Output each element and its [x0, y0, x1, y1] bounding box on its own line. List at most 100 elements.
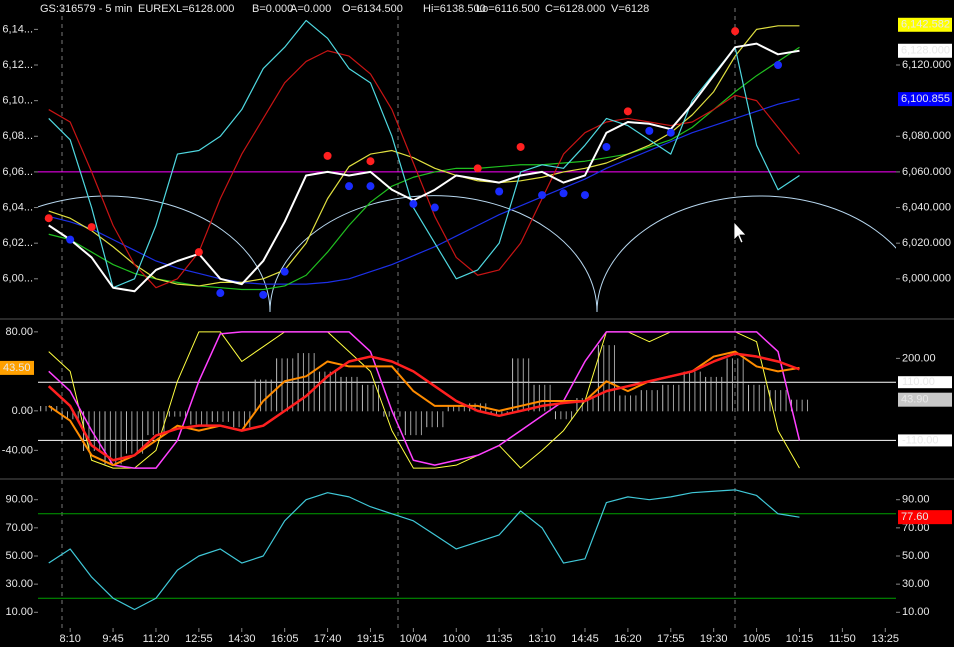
reference-label: -110.00 — [902, 434, 939, 446]
value-tag-label: 43.90 — [901, 394, 929, 406]
y-tick-label: 90.00 — [902, 494, 930, 506]
y-tick-label: 6,06... — [2, 166, 33, 178]
x-tick-label: 19:15 — [357, 633, 385, 645]
signal-dot — [216, 289, 225, 298]
value-tag-label: 6,100.855 — [901, 93, 950, 105]
series-line — [48, 19, 800, 289]
header-field: Lo=6116.500 — [476, 3, 540, 15]
y-tick-label: 6,14... — [2, 23, 33, 35]
y-tick-label: 6,080.000 — [902, 130, 951, 142]
y-tick-label: 10.00 — [902, 606, 930, 618]
x-tick-label: 14:30 — [228, 633, 256, 645]
signal-dot — [409, 199, 418, 208]
y-tick-label: -40.00 — [2, 444, 33, 456]
value-tag-label: 77.60 — [901, 511, 929, 523]
chart-layer: GS:316579 - 5 min EUREX L=6128.000 B=0.000A… — [0, 3, 952, 645]
x-tick-label: 9:45 — [102, 633, 123, 645]
signal-dot — [87, 223, 96, 232]
cycle-arc — [38, 195, 271, 313]
y-tick-label: 10.00 — [5, 606, 33, 618]
series-line — [48, 42, 800, 293]
value-tag — [898, 17, 952, 32]
y-tick-label: 6,08... — [2, 130, 33, 142]
signal-dot — [774, 61, 783, 70]
series-line — [48, 489, 800, 611]
series-line — [47, 352, 800, 462]
signal-dot — [580, 191, 589, 200]
signal-dot — [66, 235, 75, 244]
signal-dot — [666, 128, 675, 137]
y-tick-label: 6,040.000 — [902, 201, 951, 213]
signal-dot — [538, 191, 547, 200]
x-tick-label: 14:45 — [571, 633, 599, 645]
value-tag-label: 43.50 — [3, 362, 31, 374]
value-tag-label: 6,142.582 — [901, 19, 950, 31]
x-tick-label: 16:20 — [614, 633, 642, 645]
y-tick-label: 90.00 — [5, 494, 33, 506]
x-tick-label: 13:10 — [528, 633, 556, 645]
x-tick-label: 11:20 — [143, 633, 170, 645]
x-tick-label: 11:35 — [486, 633, 513, 645]
value-tag — [898, 510, 952, 525]
y-tick-label: 30.00 — [5, 578, 33, 590]
series-line — [48, 350, 800, 467]
value-tag — [898, 392, 952, 407]
x-tick-label: 19:30 — [700, 633, 728, 645]
header-field: EUREX — [138, 3, 177, 15]
signal-dot — [495, 187, 504, 196]
signal-dot — [280, 267, 289, 276]
y-tick-label: 6,12... — [2, 59, 33, 71]
signal-dot — [645, 126, 654, 135]
y-tick-label: 6,02... — [2, 237, 33, 249]
series-line — [48, 98, 800, 285]
y-tick-label: 70.00 — [902, 522, 930, 534]
cycle-arc — [596, 195, 896, 313]
header-field: GS:316579 - 5 min — [40, 3, 132, 15]
x-tick-label: 8:10 — [59, 633, 80, 645]
signal-dot — [259, 290, 268, 299]
signal-dot — [473, 164, 482, 173]
value-tag — [898, 92, 952, 107]
header-field: C=6128.000 — [545, 3, 605, 15]
series-line — [48, 331, 800, 469]
header-field: O=6134.500 — [342, 3, 403, 15]
signal-dot — [194, 248, 203, 257]
header-field: V=6128 — [611, 3, 649, 15]
x-tick-label: 16:05 — [271, 633, 299, 645]
x-tick-label: 10/05 — [743, 633, 771, 645]
x-tick-label: 17:40 — [314, 633, 342, 645]
signal-dot — [323, 151, 332, 160]
signal-dot — [44, 214, 53, 223]
signal-dot — [731, 27, 740, 36]
x-tick-label: 17:55 — [657, 633, 685, 645]
signal-dot — [602, 142, 611, 151]
header-field: L=6128.000 — [176, 3, 234, 15]
mouse-cursor — [733, 220, 747, 244]
series-line — [48, 46, 800, 291]
y-tick-label: 6,020.000 — [902, 237, 951, 249]
signal-dot — [516, 142, 525, 151]
y-tick-label: 6,00... — [2, 273, 33, 285]
value-tag — [898, 43, 952, 58]
signal-dot — [366, 157, 375, 166]
signal-dot — [430, 203, 439, 212]
signal-dot — [366, 182, 375, 191]
signal-dot — [623, 107, 632, 116]
y-tick-label: 0.00 — [12, 405, 33, 417]
reference-label-box — [898, 376, 952, 389]
y-tick-label: 6,120.000 — [902, 59, 951, 71]
y-tick-label: 6,10... — [2, 95, 33, 107]
signal-dot — [345, 182, 354, 191]
header-field: B=0.000 — [252, 3, 293, 15]
y-tick-label: 80.00 — [5, 326, 33, 338]
x-tick-label: 10:15 — [786, 633, 814, 645]
x-tick-label: 10/04 — [400, 633, 428, 645]
x-tick-label: 13:25 — [872, 633, 900, 645]
cycle-arcs — [38, 195, 896, 313]
reference-label-box — [898, 434, 952, 447]
value-tag — [0, 360, 34, 375]
y-tick-label: 6,04... — [2, 201, 33, 213]
header-field: Hi=6138.500 — [423, 3, 486, 15]
y-tick-label: 70.00 — [5, 522, 33, 534]
